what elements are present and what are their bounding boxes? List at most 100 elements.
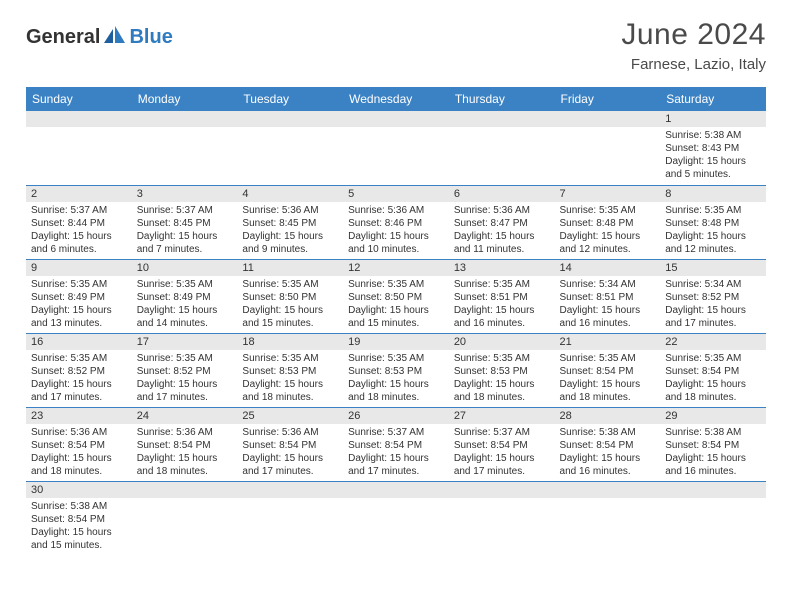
calendar-day-cell: [449, 111, 555, 185]
logo-text-blue: Blue: [129, 26, 172, 49]
day-number: 18: [237, 334, 343, 350]
weekday-header: Tuesday: [237, 87, 343, 111]
calendar-body: 1Sunrise: 5:38 AMSunset: 8:43 PMDaylight…: [26, 111, 766, 555]
day-details: [449, 127, 555, 132]
day-number: [132, 482, 238, 498]
calendar-day-cell: 15Sunrise: 5:34 AMSunset: 8:52 PMDayligh…: [660, 259, 766, 333]
day-number: 7: [555, 186, 661, 202]
page-title: June 2024: [621, 18, 766, 52]
calendar-week-row: 16Sunrise: 5:35 AMSunset: 8:52 PMDayligh…: [26, 333, 766, 407]
calendar-day-cell: [343, 111, 449, 185]
day-details: Sunrise: 5:38 AMSunset: 8:54 PMDaylight:…: [26, 498, 132, 555]
day-details: [237, 498, 343, 503]
day-details: Sunrise: 5:35 AMSunset: 8:49 PMDaylight:…: [132, 276, 238, 333]
day-details: [132, 498, 238, 503]
day-details: Sunrise: 5:35 AMSunset: 8:48 PMDaylight:…: [555, 202, 661, 259]
calendar-day-cell: [26, 111, 132, 185]
calendar-day-cell: 10Sunrise: 5:35 AMSunset: 8:49 PMDayligh…: [132, 259, 238, 333]
day-details: Sunrise: 5:36 AMSunset: 8:47 PMDaylight:…: [449, 202, 555, 259]
day-details: Sunrise: 5:36 AMSunset: 8:46 PMDaylight:…: [343, 202, 449, 259]
calendar-day-cell: 20Sunrise: 5:35 AMSunset: 8:53 PMDayligh…: [449, 333, 555, 407]
calendar-day-cell: [132, 481, 238, 555]
calendar-week-row: 9Sunrise: 5:35 AMSunset: 8:49 PMDaylight…: [26, 259, 766, 333]
calendar-day-cell: 13Sunrise: 5:35 AMSunset: 8:51 PMDayligh…: [449, 259, 555, 333]
day-number: [449, 111, 555, 127]
day-number: 8: [660, 186, 766, 202]
calendar-week-row: 1Sunrise: 5:38 AMSunset: 8:43 PMDaylight…: [26, 111, 766, 185]
weekday-header: Friday: [555, 87, 661, 111]
day-details: [132, 127, 238, 132]
day-details: Sunrise: 5:34 AMSunset: 8:51 PMDaylight:…: [555, 276, 661, 333]
day-number: 5: [343, 186, 449, 202]
day-details: Sunrise: 5:35 AMSunset: 8:48 PMDaylight:…: [660, 202, 766, 259]
day-details: Sunrise: 5:35 AMSunset: 8:53 PMDaylight:…: [449, 350, 555, 407]
calendar-day-cell: [237, 111, 343, 185]
day-details: Sunrise: 5:35 AMSunset: 8:51 PMDaylight:…: [449, 276, 555, 333]
calendar-day-cell: [449, 481, 555, 555]
day-details: Sunrise: 5:37 AMSunset: 8:54 PMDaylight:…: [449, 424, 555, 481]
calendar-day-cell: 25Sunrise: 5:36 AMSunset: 8:54 PMDayligh…: [237, 407, 343, 481]
logo-text-general: General: [26, 26, 100, 49]
calendar-day-cell: [660, 481, 766, 555]
day-number: 30: [26, 482, 132, 498]
day-details: Sunrise: 5:37 AMSunset: 8:45 PMDaylight:…: [132, 202, 238, 259]
calendar-day-cell: 8Sunrise: 5:35 AMSunset: 8:48 PMDaylight…: [660, 185, 766, 259]
calendar-day-cell: 23Sunrise: 5:36 AMSunset: 8:54 PMDayligh…: [26, 407, 132, 481]
calendar-day-cell: 16Sunrise: 5:35 AMSunset: 8:52 PMDayligh…: [26, 333, 132, 407]
day-number: 4: [237, 186, 343, 202]
calendar-week-row: 23Sunrise: 5:36 AMSunset: 8:54 PMDayligh…: [26, 407, 766, 481]
day-details: [26, 127, 132, 132]
day-details: Sunrise: 5:36 AMSunset: 8:45 PMDaylight:…: [237, 202, 343, 259]
weekday-header: Wednesday: [343, 87, 449, 111]
calendar-day-cell: 11Sunrise: 5:35 AMSunset: 8:50 PMDayligh…: [237, 259, 343, 333]
day-details: Sunrise: 5:36 AMSunset: 8:54 PMDaylight:…: [237, 424, 343, 481]
day-number: 26: [343, 408, 449, 424]
calendar-week-row: 2Sunrise: 5:37 AMSunset: 8:44 PMDaylight…: [26, 185, 766, 259]
day-number: [26, 111, 132, 127]
location-subtitle: Farnese, Lazio, Italy: [621, 56, 766, 73]
day-number: 24: [132, 408, 238, 424]
day-details: Sunrise: 5:35 AMSunset: 8:50 PMDaylight:…: [237, 276, 343, 333]
weekday-header-row: SundayMondayTuesdayWednesdayThursdayFrid…: [26, 87, 766, 111]
calendar-day-cell: 2Sunrise: 5:37 AMSunset: 8:44 PMDaylight…: [26, 185, 132, 259]
day-number: 3: [132, 186, 238, 202]
calendar-day-cell: 17Sunrise: 5:35 AMSunset: 8:52 PMDayligh…: [132, 333, 238, 407]
day-details: Sunrise: 5:38 AMSunset: 8:54 PMDaylight:…: [660, 424, 766, 481]
calendar-day-cell: 21Sunrise: 5:35 AMSunset: 8:54 PMDayligh…: [555, 333, 661, 407]
day-details: Sunrise: 5:38 AMSunset: 8:43 PMDaylight:…: [660, 127, 766, 184]
day-details: Sunrise: 5:34 AMSunset: 8:52 PMDaylight:…: [660, 276, 766, 333]
day-number: [449, 482, 555, 498]
calendar-table: SundayMondayTuesdayWednesdayThursdayFrid…: [26, 87, 766, 555]
logo: General Blue: [26, 18, 173, 49]
calendar-day-cell: [555, 111, 661, 185]
weekday-header: Sunday: [26, 87, 132, 111]
day-number: 20: [449, 334, 555, 350]
day-details: Sunrise: 5:38 AMSunset: 8:54 PMDaylight:…: [555, 424, 661, 481]
day-number: 21: [555, 334, 661, 350]
day-details: [343, 498, 449, 503]
calendar-day-cell: 29Sunrise: 5:38 AMSunset: 8:54 PMDayligh…: [660, 407, 766, 481]
day-number: 16: [26, 334, 132, 350]
calendar-day-cell: 30Sunrise: 5:38 AMSunset: 8:54 PMDayligh…: [26, 481, 132, 555]
day-details: Sunrise: 5:35 AMSunset: 8:52 PMDaylight:…: [26, 350, 132, 407]
calendar-day-cell: 28Sunrise: 5:38 AMSunset: 8:54 PMDayligh…: [555, 407, 661, 481]
logo-sail-icon: [104, 26, 126, 49]
day-details: Sunrise: 5:36 AMSunset: 8:54 PMDaylight:…: [132, 424, 238, 481]
day-details: [449, 498, 555, 503]
day-number: 27: [449, 408, 555, 424]
calendar-day-cell: 19Sunrise: 5:35 AMSunset: 8:53 PMDayligh…: [343, 333, 449, 407]
day-details: Sunrise: 5:35 AMSunset: 8:54 PMDaylight:…: [660, 350, 766, 407]
day-number: 28: [555, 408, 661, 424]
day-number: 25: [237, 408, 343, 424]
day-number: 19: [343, 334, 449, 350]
day-number: [343, 111, 449, 127]
title-block: June 2024 Farnese, Lazio, Italy: [621, 18, 766, 73]
day-details: Sunrise: 5:36 AMSunset: 8:54 PMDaylight:…: [26, 424, 132, 481]
calendar-day-cell: 14Sunrise: 5:34 AMSunset: 8:51 PMDayligh…: [555, 259, 661, 333]
day-details: Sunrise: 5:35 AMSunset: 8:53 PMDaylight:…: [343, 350, 449, 407]
calendar-day-cell: 26Sunrise: 5:37 AMSunset: 8:54 PMDayligh…: [343, 407, 449, 481]
day-details: Sunrise: 5:35 AMSunset: 8:54 PMDaylight:…: [555, 350, 661, 407]
day-number: 9: [26, 260, 132, 276]
day-details: Sunrise: 5:35 AMSunset: 8:50 PMDaylight:…: [343, 276, 449, 333]
calendar-day-cell: 27Sunrise: 5:37 AMSunset: 8:54 PMDayligh…: [449, 407, 555, 481]
